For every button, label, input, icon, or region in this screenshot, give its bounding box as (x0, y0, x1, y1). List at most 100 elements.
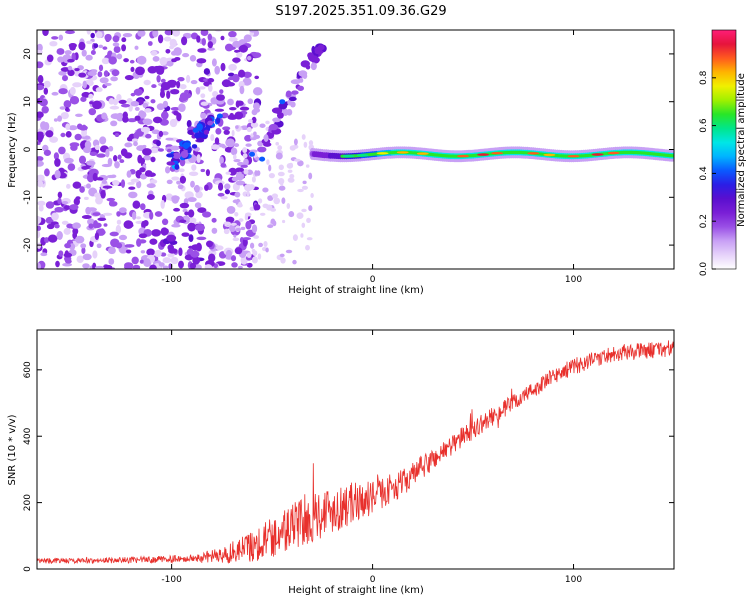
spectrogram-noise-cell (265, 247, 269, 253)
spectrogram-noise-cell (172, 30, 181, 37)
spectrogram-noise-cell (137, 98, 144, 105)
x-tick-label: 100 (565, 575, 582, 585)
spectrogram-noise-cell (143, 79, 151, 86)
spectrogram-noise-cell (267, 195, 274, 201)
spectrogram-noise-cell (188, 171, 199, 177)
spectrogram-noise-cell (82, 263, 90, 269)
spectrogram-noise-cell (114, 132, 120, 138)
spectrogram-noise-cell (195, 86, 201, 95)
spectrogram-noise-cell (233, 158, 241, 163)
spectrogram-noise-cell (308, 172, 313, 180)
spectrogram-noise-cell (200, 93, 206, 99)
spectrogram-noise-cell (210, 133, 215, 142)
snr-series-line (37, 340, 674, 565)
spectrogram-noise-cell (81, 246, 86, 255)
y-tick-label: 10 (23, 96, 33, 108)
spectrogram-noise-cell (200, 101, 209, 106)
spectrogram-noise-cell (207, 78, 215, 83)
spectrogram-streak-cell (263, 134, 269, 142)
spectrogram-noise-cell (149, 211, 154, 220)
spectrogram-noise-cell (64, 243, 71, 249)
spectrogram-noise-cell (112, 35, 120, 43)
spectrogram-noise-cell (136, 238, 142, 247)
spectrogram-noise-cell (39, 98, 48, 107)
spectrogram-noise-cell (237, 69, 246, 78)
spectrogram-peak-cell (184, 142, 191, 148)
spectrogram-noise-cell (239, 106, 250, 111)
spectrogram-noise-cell (43, 87, 49, 95)
spectrogram-noise-cell (184, 211, 189, 216)
spectrogram-noise-cell (107, 246, 116, 255)
spectrogram-noise-cell (37, 134, 43, 143)
spectrogram-noise-cell (144, 95, 150, 100)
spectrogram-noise-cell (158, 130, 164, 138)
spectrogram-noise-cell (227, 76, 235, 81)
spectrogram-noise-cell (252, 102, 261, 111)
spectrogram-streak-cell (262, 142, 272, 147)
spectrogram-noise-cell (119, 159, 125, 164)
spectrogram-noise-cell (63, 252, 73, 258)
snr-y-label: SNR (10 * v/v) (7, 414, 18, 485)
spectrogram-noise-cell (108, 258, 115, 265)
spectrogram-noise-cell (207, 84, 213, 92)
spectrogram-noise-cell (173, 110, 179, 116)
spectrogram-noise-cell (97, 217, 107, 221)
colorbar-tick-label: 0.8 (699, 70, 709, 85)
spectrogram-noise-cell (78, 41, 86, 51)
spectrogram-noise-cell (220, 35, 225, 41)
spectrogram-noise-cell (114, 161, 120, 169)
spectrogram-noise-cell (88, 93, 94, 99)
spectrogram-noise-cell (162, 100, 169, 108)
spectrogram-noise-cell (259, 212, 266, 216)
spectrogram-noise-cell (81, 128, 88, 137)
spectrogram-noise-cell (254, 170, 258, 177)
spectrogram-noise-cell (243, 158, 249, 166)
spectrogram-noise-cell (136, 55, 147, 65)
spectrogram-noise-cell (86, 30, 91, 35)
spectrogram-noise-cell (86, 40, 93, 45)
spectrogram-noise-cell (72, 181, 82, 189)
spectrogram-noise-cell (146, 183, 156, 189)
spectrogram-noise-cell (270, 208, 277, 212)
spectrogram-noise-cell (69, 86, 76, 96)
spectrogram-noise-cell (301, 185, 309, 190)
spectrogram-noise-cell (271, 193, 279, 199)
spectrogram-noise-cell (220, 62, 226, 72)
spectrogram-noise-cell (277, 145, 283, 151)
spectrogram-noise-cell (179, 158, 186, 167)
spectrogram-noise-cell (155, 65, 165, 74)
spectrogram-noise-cell (99, 136, 107, 145)
spectrogram-peak-cell (259, 156, 266, 162)
spectrogram-noise-cell (69, 96, 80, 105)
spectrogram-noise-cell (285, 249, 293, 254)
spectrogram-noise-cell (128, 186, 136, 190)
spectrogram-noise-cell (130, 92, 136, 97)
spectrogram-noise-cell (238, 44, 248, 53)
snr-y-ticks: 0 200 400 600 (23, 361, 674, 572)
spectrogram-noise-cell (49, 136, 59, 143)
spectrogram-noise-cell (165, 49, 171, 54)
spectrogram-noise-cell (37, 229, 41, 239)
spectrogram-noise-cell (150, 99, 156, 104)
spectrogram-noise-cell (116, 211, 121, 217)
spectrogram-noise-cell (184, 191, 194, 199)
spectrogram-noise-cell (279, 253, 285, 258)
spectrogram-noise-cell (282, 219, 286, 224)
spectrogram-noise-cell (142, 118, 153, 125)
spectrogram-noise-cell (85, 54, 93, 61)
spectrogram-noise-cell (75, 113, 83, 117)
spectrogram-noise-cell (118, 99, 127, 104)
spectrogram-noise-cell (37, 49, 43, 55)
spectrogram-noise-cell (72, 231, 78, 240)
spectrogram-noise-cell (234, 49, 241, 53)
spectrogram-noise-cell (99, 77, 109, 84)
spectrogram-noise-cell (109, 105, 120, 110)
spectrogram-noise-cell (124, 244, 135, 248)
spectrogram-noise-cell (86, 173, 95, 183)
spectrogram-noise-cell (292, 234, 298, 241)
spectrogram-noise-cell (169, 38, 177, 48)
spectrogram-noise-cell (154, 249, 162, 258)
colorbar-tick-label: 0.4 (699, 166, 709, 181)
spectrogram-noise-cell (189, 262, 197, 269)
spectrogram-noise-cell (144, 108, 152, 113)
